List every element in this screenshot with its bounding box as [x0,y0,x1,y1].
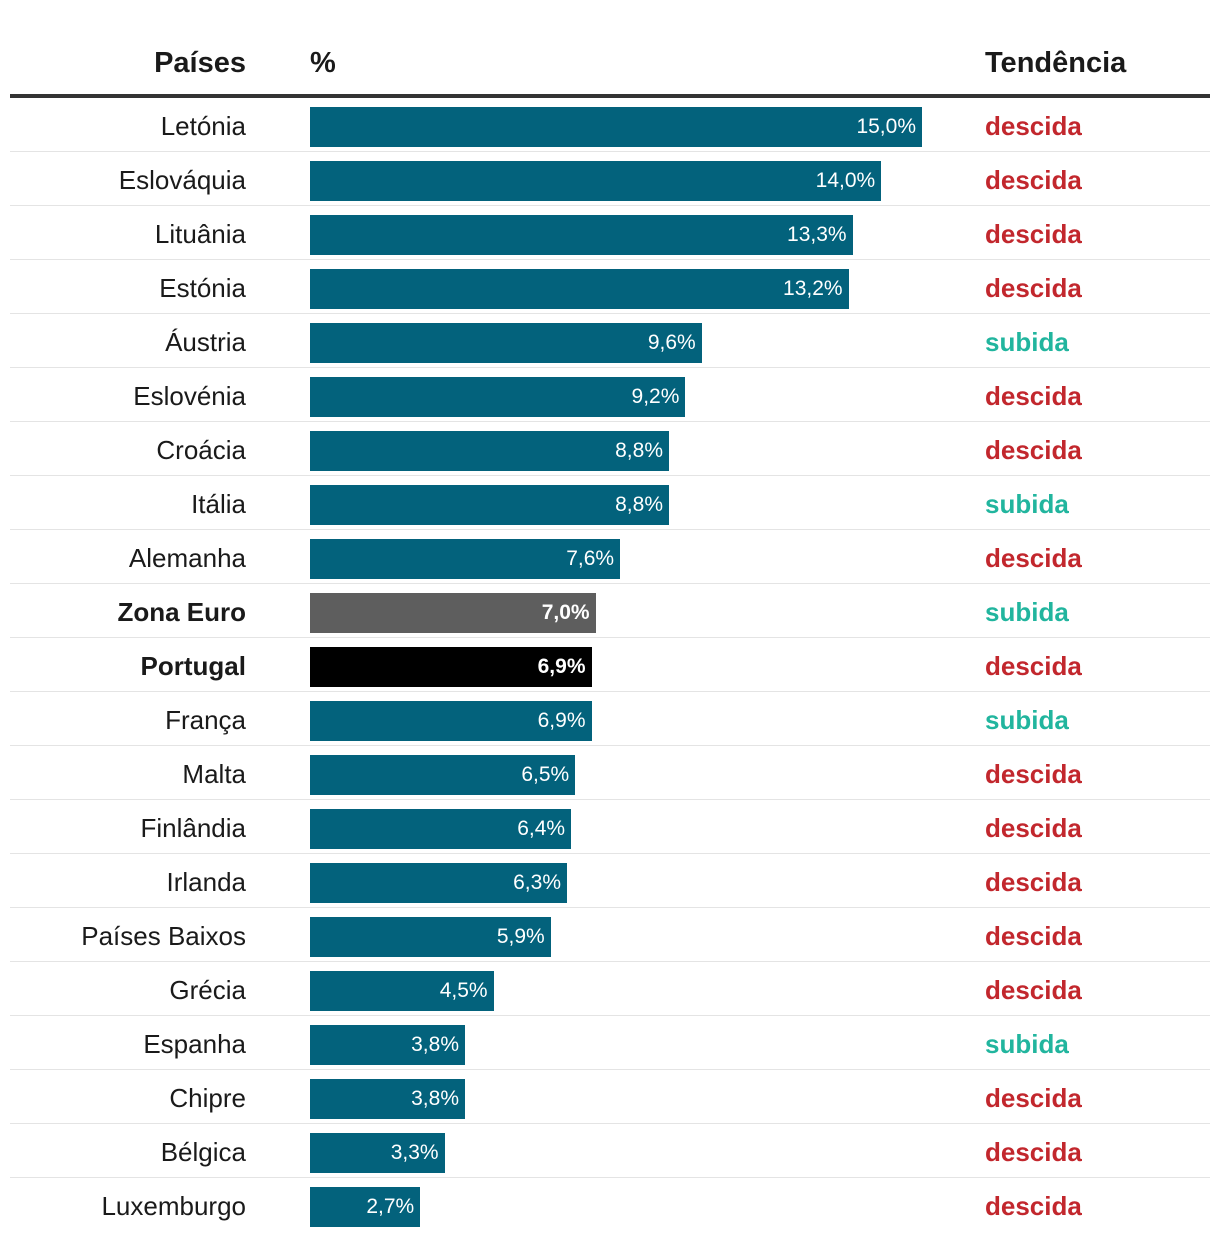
table-row: Espanha 3,8% subida [10,1016,1210,1070]
bar: 3,8% [310,1079,465,1119]
table-row: Bélgica 3,3% descida [10,1124,1210,1178]
bar: 6,3% [310,863,567,903]
trend-label: descida [985,921,1082,951]
country-label: Eslovénia [133,381,246,411]
trend-label: descida [985,435,1082,465]
bar: 7,0% [310,593,596,633]
country-label: Espanha [143,1029,246,1059]
header-trend: Tendência [985,47,1127,79]
bar: 3,3% [310,1133,445,1173]
country-label: Áustria [165,327,246,357]
trend-label: subida [985,327,1069,357]
table-row: Grécia 4,5% descida [10,962,1210,1016]
trend-label: subida [985,1029,1069,1059]
bar: 6,4% [310,809,572,849]
bar: 6,9% [310,701,592,741]
country-label: Estónia [159,273,246,303]
trend-label: descida [985,813,1082,843]
trend-label: descida [985,651,1082,681]
table-row: Zona Euro 7,0% subida [10,584,1210,638]
trend-label: subida [985,597,1069,627]
table-row: Eslovénia 9,2% descida [10,368,1210,422]
country-label: Zona Euro [117,597,246,627]
table-row: Irlanda 6,3% descida [10,854,1210,908]
header-percent: % [310,47,336,79]
country-label: Irlanda [166,867,247,897]
country-label: Lituânia [154,219,246,249]
bar: 4,5% [310,971,494,1011]
table-body: Letónia 15,0% descida Eslováquia 14,0% descid… [10,98,1210,1232]
country-label: Croácia [156,435,246,465]
table-row: Finlândia 6,4% descida [10,800,1210,854]
bar: 14,0% [310,161,882,201]
table-row: Lituânia 13,3% descida [10,206,1210,260]
bar: 5,9% [310,917,551,957]
trend-label: descida [985,975,1082,1005]
table-row: França 6,9% subida [10,692,1210,746]
country-label: Itália [191,489,246,519]
table-row: Croácia 8,8% descida [10,422,1210,476]
trend-label: descida [985,1137,1082,1167]
trend-label: descida [985,543,1082,573]
bar: 13,2% [310,269,849,309]
bar: 8,8% [310,431,669,471]
bar: 7,6% [310,539,621,579]
bar: 3,8% [310,1025,465,1065]
trend-label: subida [985,489,1069,519]
country-label: Eslováquia [118,165,246,195]
table-row: Letónia 15,0% descida [10,98,1210,152]
trend-label: descida [985,111,1082,141]
trend-label: descida [985,165,1082,195]
table-row: Luxemburgo 2,7% descida [10,1178,1210,1232]
table-row: Chipre 3,8% descida [10,1070,1210,1124]
trend-label: descida [985,867,1082,897]
country-label: Grécia [169,975,246,1005]
inflation-table: Países % Tendência Letónia 15,0% descida Es… [10,0,1210,1232]
table-header: Países % Tendência [10,0,1210,98]
bar: 9,6% [310,323,702,363]
table-row: Eslováquia 14,0% descida [10,152,1210,206]
bar: 13,3% [310,215,853,255]
trend-label: descida [985,381,1082,411]
table-row: Estónia 13,2% descida [10,260,1210,314]
trend-label: descida [985,759,1082,789]
trend-label: descida [985,1083,1082,1113]
trend-label: descida [985,1191,1082,1221]
country-label: Malta [182,759,246,789]
bar: 8,8% [310,485,669,525]
table-row: Países Baixos 5,9% descida [10,908,1210,962]
bar: 6,9% [310,647,592,687]
trend-label: descida [985,273,1082,303]
bar: 15,0% [310,107,922,147]
table-row: Malta 6,5% descida [10,746,1210,800]
header-countries: Países [154,47,246,79]
trend-label: subida [985,705,1069,735]
table-row: Portugal 6,9% descida [10,638,1210,692]
bar: 2,7% [310,1187,421,1227]
bar: 6,5% [310,755,576,795]
country-label: Países Baixos [81,921,246,951]
table-row: Itália 8,8% subida [10,476,1210,530]
country-label: Luxemburgo [101,1191,246,1221]
bar: 9,2% [310,377,686,417]
table-row: Alemanha 7,6% descida [10,530,1210,584]
country-label: Bélgica [160,1137,246,1167]
country-label: Letónia [160,111,246,141]
country-label: Finlândia [140,813,246,843]
country-label: França [165,705,246,735]
country-label: Alemanha [128,543,246,573]
country-label: Portugal [140,651,246,681]
country-label: Chipre [169,1083,246,1113]
trend-label: descida [985,219,1082,249]
table-row: Áustria 9,6% subida [10,314,1210,368]
